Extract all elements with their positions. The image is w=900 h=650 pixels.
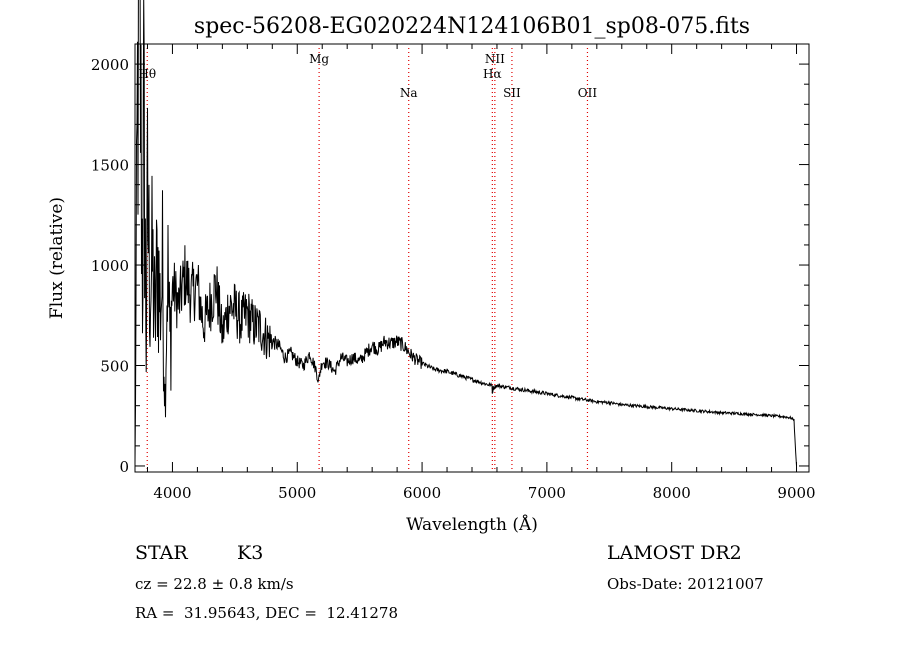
x-tick-label: 4000 <box>153 484 191 502</box>
y-tick-label: 0 <box>119 458 129 476</box>
object-subclass: K3 <box>237 542 264 564</box>
chart-title: spec-56208-EG020224N124106B01_sp08-075.f… <box>194 14 750 39</box>
axis-ticks: 4000 5000 6000 7000 8000 9000 0 500 1000 1500 2000 <box>91 44 816 502</box>
spectral-line-label: NII <box>485 52 505 66</box>
spectral-line-label: SII <box>503 86 521 100</box>
survey-name: LAMOST DR2 <box>607 542 742 564</box>
y-tick-label: 500 <box>100 358 129 376</box>
x-tick-label: 9000 <box>777 484 815 502</box>
x-axis-label: Wavelength (Å) <box>406 514 538 535</box>
x-tick-label: 5000 <box>278 484 316 502</box>
spectral-line-label: Na <box>400 86 418 100</box>
y-tick-label: 1000 <box>91 257 129 275</box>
spectral-line-label: Hα <box>483 67 502 81</box>
spectral-line-label: OII <box>578 86 598 100</box>
y-axis-label: Flux (relative) <box>47 197 67 319</box>
coordinates-text: RA = 31.95643, DEC = 12.41278 <box>135 604 399 622</box>
spectral-line-label: Hθ <box>138 67 156 81</box>
y-tick-label: 2000 <box>91 56 129 74</box>
plot-frame <box>134 43 810 473</box>
x-tick-label: 7000 <box>528 484 566 502</box>
obs-date-text: Obs-Date: 20121007 <box>607 575 764 593</box>
redshift-text: cz = 22.8 ± 0.8 km/s <box>135 575 294 593</box>
y-tick-label: 1500 <box>91 157 129 175</box>
spectrum-line <box>134 0 797 467</box>
object-class: STAR <box>135 542 188 564</box>
x-tick-label: 8000 <box>653 484 691 502</box>
spectral-line-label: Mg <box>309 52 329 66</box>
plot-border <box>134 43 810 473</box>
x-tick-label: 6000 <box>403 484 441 502</box>
spectrum-series <box>134 0 797 467</box>
